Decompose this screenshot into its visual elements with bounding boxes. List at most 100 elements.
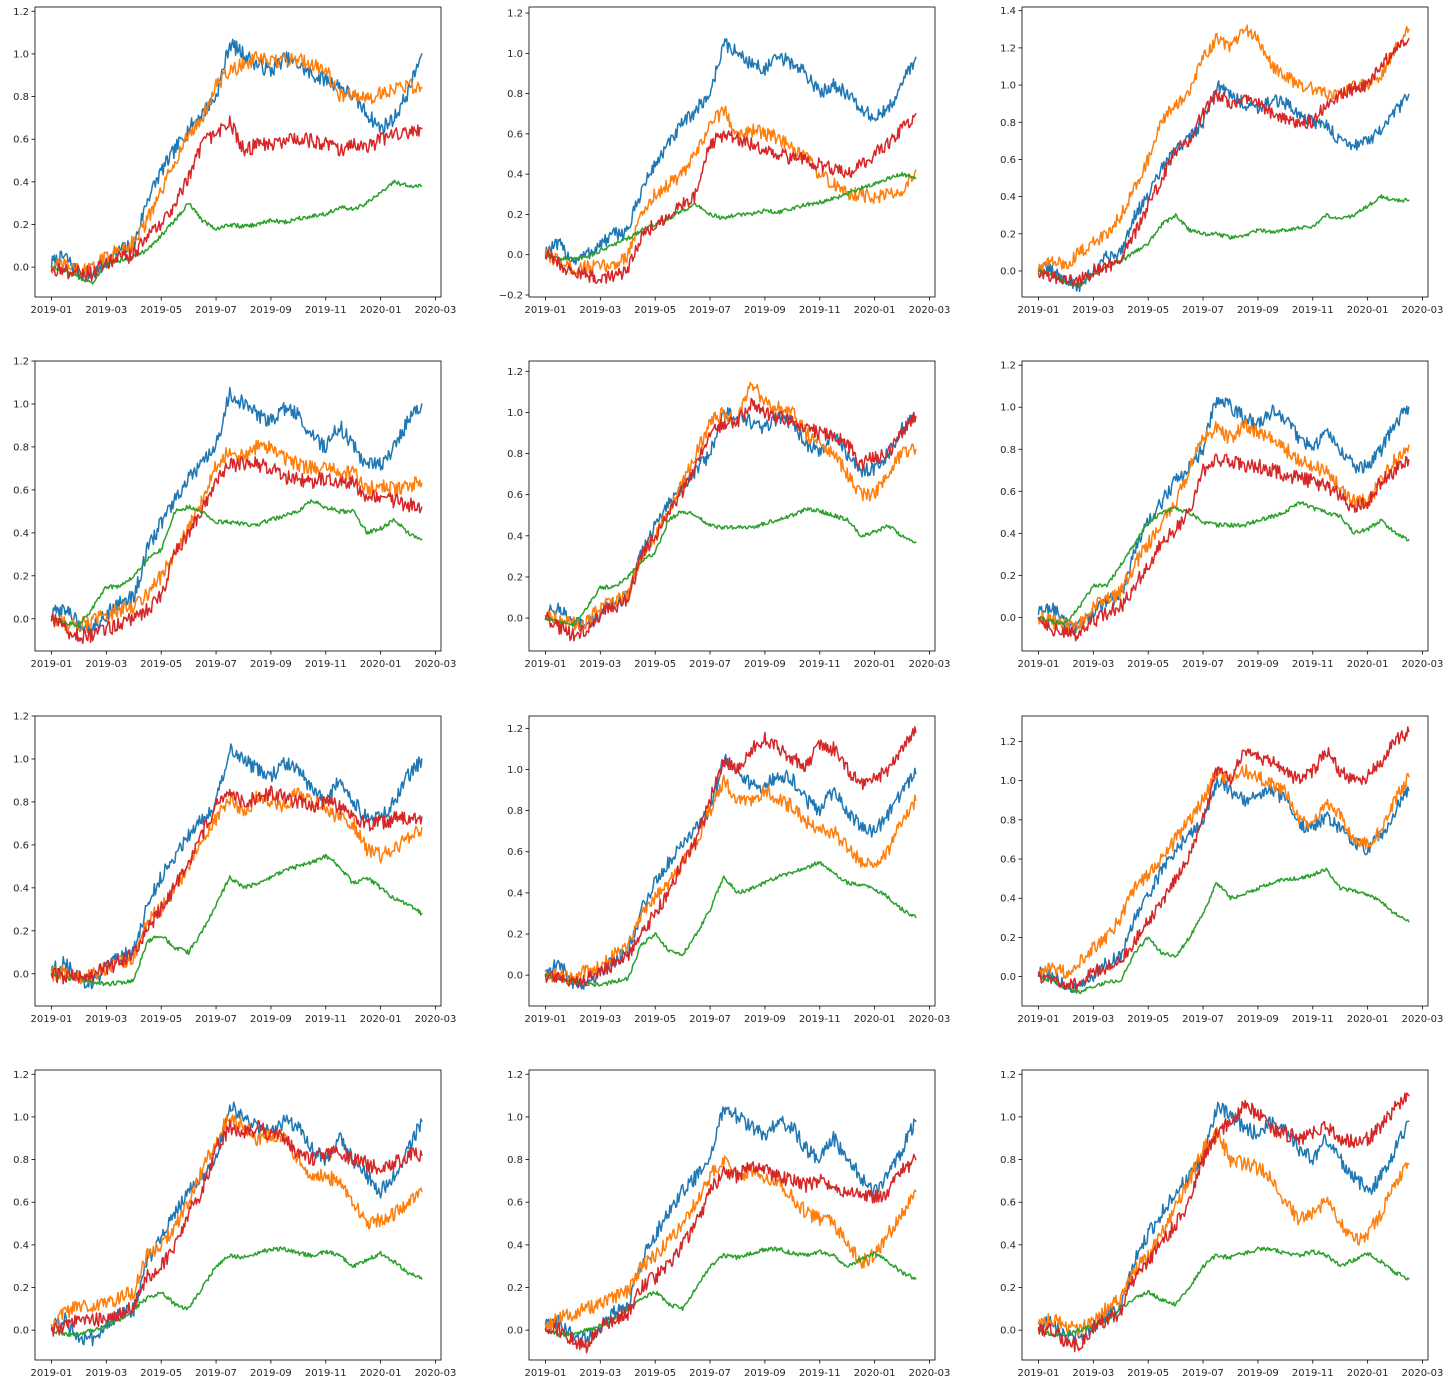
- x-tick-label: 2020-03: [1402, 659, 1444, 670]
- y-tick-label: 0.2: [1000, 1283, 1016, 1294]
- y-tick-label: 0.6: [507, 129, 523, 140]
- y-tick-label: 0.4: [507, 170, 523, 181]
- y-tick-label: 0.6: [1000, 1198, 1016, 1209]
- x-tick-label: 2019-05: [634, 659, 676, 670]
- axes-frame: [528, 360, 936, 652]
- axes-frame: [1021, 6, 1429, 298]
- chart-svg-6: 0.0 0.2 0.4 0.6 0.8 1.0 1.2 2019-01 2019-03 2019-…: [1000, 360, 1444, 670]
- y-tick-label: 1.2: [1000, 43, 1016, 54]
- y-tick-label: 1.0: [13, 49, 29, 60]
- y-tick-label: 0.0: [13, 1326, 29, 1337]
- y-tick-label: 0.4: [1000, 894, 1016, 905]
- series-line-red: [50, 1119, 423, 1337]
- series-line-red: [544, 112, 917, 284]
- x-tick-label: 2020-03: [909, 1014, 951, 1025]
- chart-svg-7: 0.0 0.2 0.4 0.6 0.8 1.0 1.2 2019-01 2019-03 2019-…: [13, 712, 456, 1026]
- y-tick-label: 0.8: [1000, 815, 1016, 826]
- x-tick-label: 2019-11: [1292, 305, 1334, 316]
- x-tick-label: 2019-07: [195, 1014, 237, 1025]
- y-tick-label: 0.4: [13, 177, 29, 188]
- axes-frame: [528, 715, 936, 1007]
- y-tick-label: 0.6: [507, 490, 523, 501]
- x-tick-label: 2019-09: [744, 305, 786, 316]
- series-line-orange: [544, 105, 917, 276]
- series-line-orange: [50, 787, 423, 985]
- x-tick-label: 2019-01: [525, 659, 567, 670]
- axes-frame: [34, 360, 442, 652]
- series-line-red: [1037, 37, 1410, 288]
- y-tick-label: 0.8: [13, 92, 29, 103]
- series-line-orange: [50, 1114, 423, 1330]
- x-tick-label: 2019-01: [525, 305, 567, 316]
- y-tick-label: 0.4: [1000, 1240, 1016, 1251]
- y-tick-label: 0.2: [507, 572, 523, 583]
- x-tick-label: 2020-03: [909, 659, 951, 670]
- series-line-blue: [1037, 775, 1410, 994]
- y-tick-label: 0.4: [13, 1240, 29, 1251]
- y-tick-label: 1.0: [507, 1112, 523, 1123]
- series-line-red: [1037, 1092, 1410, 1353]
- x-tick-label: 2019-09: [1237, 305, 1279, 316]
- series-line-blue: [544, 407, 917, 632]
- x-tick-label: 2020-01: [854, 305, 896, 316]
- y-tick-label: 0.2: [1000, 933, 1016, 944]
- series-line-red: [544, 397, 917, 642]
- x-tick-label: 2019-07: [195, 305, 237, 316]
- series-line-orange: [544, 381, 917, 631]
- y-tick-label: 0.8: [507, 1155, 523, 1166]
- x-tick-label: 2019-09: [250, 1368, 292, 1379]
- series-line-green: [544, 171, 917, 262]
- x-tick-label: 2019-11: [799, 659, 841, 670]
- series-line-green: [50, 853, 423, 987]
- x-tick-label: 2019-09: [1237, 1368, 1279, 1379]
- x-tick-label: 2020-01: [360, 1014, 402, 1025]
- series-line-green: [50, 499, 423, 628]
- chart-svg-9: 0.0 0.2 0.4 0.6 0.8 1.0 1.2 2019-01 2019-03 2019-…: [1000, 715, 1443, 1025]
- x-tick-label: 2019-05: [1127, 659, 1169, 670]
- y-tick-label: 0.2: [1000, 571, 1016, 582]
- y-tick-label: 0.2: [13, 1283, 29, 1294]
- y-tick-label: 0.2: [1000, 229, 1016, 240]
- series-line-orange: [1037, 24, 1410, 273]
- x-tick-label: 2019-07: [1182, 1014, 1224, 1025]
- x-tick-label: 2019-09: [250, 659, 292, 670]
- x-tick-label: 2019-11: [799, 305, 841, 316]
- chart-panel-12: 0.0 0.2 0.4 0.6 0.8 1.0 1.2 2019-01 2019-03 2019-…: [987, 1069, 1446, 1390]
- series-line-red: [544, 726, 917, 989]
- x-tick-label: 2019-07: [1182, 1368, 1224, 1379]
- y-tick-label: 0.0: [1000, 972, 1016, 983]
- x-tick-label: 2019-01: [1018, 1014, 1060, 1025]
- x-tick-label: 2019-01: [1018, 659, 1060, 670]
- chart-svg-5: 0.0 0.2 0.4 0.6 0.8 1.0 1.2 2019-01 2019-03 2019-…: [507, 360, 951, 670]
- y-tick-label: 0.8: [507, 449, 523, 460]
- y-tick-label: 0.6: [1000, 155, 1016, 166]
- y-tick-label: 0.0: [507, 614, 523, 625]
- chart-panel-4: 0.0 0.2 0.4 0.6 0.8 1.0 1.2 2019-01 2019-03 2019-…: [0, 357, 461, 681]
- y-tick-label: 0.4: [507, 1240, 523, 1251]
- x-tick-label: 2019-05: [140, 1014, 182, 1025]
- y-tick-label: 0.4: [1000, 192, 1016, 203]
- y-tick-label: 0.6: [13, 485, 29, 496]
- series-line-red: [50, 115, 423, 282]
- x-tick-label: 2019-05: [634, 1368, 676, 1379]
- y-tick-label: 1.2: [1000, 1070, 1016, 1081]
- y-tick-label: 1.2: [13, 712, 29, 723]
- y-tick-label: 0.2: [13, 926, 29, 937]
- y-tick-label: 1.0: [1000, 776, 1016, 787]
- y-tick-label: 0.6: [13, 840, 29, 851]
- x-tick-label: 2019-05: [140, 1368, 182, 1379]
- y-tick-label: 0.0: [13, 969, 29, 980]
- x-tick-label: 2019-05: [140, 305, 182, 316]
- x-tick-label: 2019-01: [31, 305, 73, 316]
- y-tick-label: 0.8: [13, 1155, 29, 1166]
- y-tick-label: 0.0: [13, 263, 29, 274]
- x-tick-label: 2019-11: [305, 1368, 347, 1379]
- y-tick-label: 0.0: [1000, 613, 1016, 624]
- x-tick-label: 2020-03: [415, 305, 457, 316]
- y-tick-label: 0.8: [13, 797, 29, 808]
- y-tick-label: 0.0: [1000, 266, 1016, 277]
- series-line-orange: [544, 774, 917, 986]
- chart-svg-12: 0.0 0.2 0.4 0.6 0.8 1.0 1.2 2019-01 2019-03 2019-…: [1000, 1069, 1443, 1379]
- x-tick-label: 2019-07: [689, 659, 731, 670]
